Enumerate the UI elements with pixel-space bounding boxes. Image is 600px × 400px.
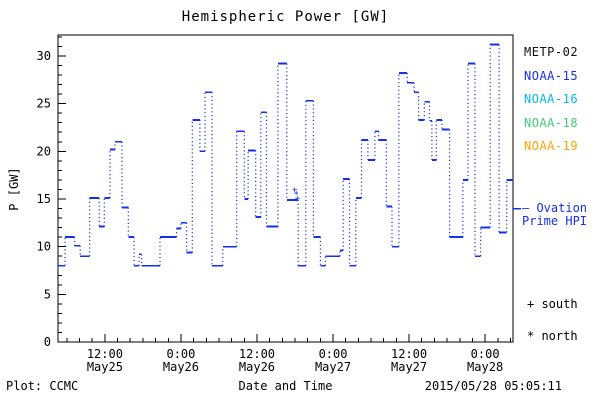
legend-satellite-metp-02: METP-02 [524, 45, 579, 59]
y-tick-label: 5 [44, 287, 51, 301]
x-tick-time-label: 0:00 [166, 347, 195, 361]
plot-frame [57, 34, 514, 343]
x-tick-date-label: May27 [315, 360, 351, 374]
x-axis-ticks [66, 334, 511, 342]
data-series-connectors [64, 44, 508, 266]
data-series-steps [58, 43, 513, 267]
chart-title: Hemispheric Power [GW] [181, 9, 390, 25]
south-marker-glyph: + [295, 194, 301, 204]
ovation-legend: — Ovation Prime HPI [522, 202, 587, 227]
x-tick-time-label: 0:00 [319, 347, 348, 361]
y-tick-label: 15 [37, 192, 51, 206]
x-tick-date-label: May27 [391, 360, 427, 374]
legend-satellite-noaa-15: NOAA-15 [524, 68, 579, 83]
north-marker-glyph: * [294, 191, 299, 201]
x-tick-time-label: 12:00 [87, 347, 123, 361]
ovation-legend-line2: Prime HPI [522, 213, 588, 228]
y-tick-label: 30 [37, 49, 51, 63]
legend-satellites: METP-02 NOAA-15 NOAA-16 NOAA-18 NOAA-19 [524, 41, 578, 159]
y-tick-label: 0 [44, 335, 51, 349]
south-marker-label: + south [527, 297, 578, 311]
legend-satellite-noaa-18: NOAA-18 [524, 115, 579, 130]
x-tick-time-label: 0:00 [471, 347, 500, 361]
footer-timestamp: 2015/05/28 05:05:11 [424, 379, 562, 393]
y-axis-label: P [GW] [7, 167, 21, 211]
y-tick-label: 10 [37, 240, 51, 254]
x-tick-time-label: 12:00 [391, 347, 427, 361]
x-tick-time-label: 12:00 [239, 347, 275, 361]
north-marker-label: * north [527, 329, 578, 343]
x-tick-date-label: May25 [87, 360, 123, 374]
x-axis-label: Date and Time [238, 379, 333, 393]
x-tick-date-label: May26 [239, 360, 275, 374]
y-tick-label: 20 [37, 144, 51, 158]
legend-satellite-noaa-19: NOAA-19 [524, 139, 579, 153]
footer-plot-credit: Plot: CCMC [6, 379, 79, 393]
x-tick-date-label: May28 [467, 360, 503, 374]
ovation-legend-line1: — Ovation [522, 201, 588, 215]
legend-satellite-noaa-16: NOAA-16 [524, 92, 579, 106]
y-axis-ticks [58, 36, 66, 343]
y-tick-label: 25 [37, 97, 51, 111]
south-marker-glyph: + [292, 185, 298, 195]
x-tick-date-label: May26 [163, 360, 199, 374]
